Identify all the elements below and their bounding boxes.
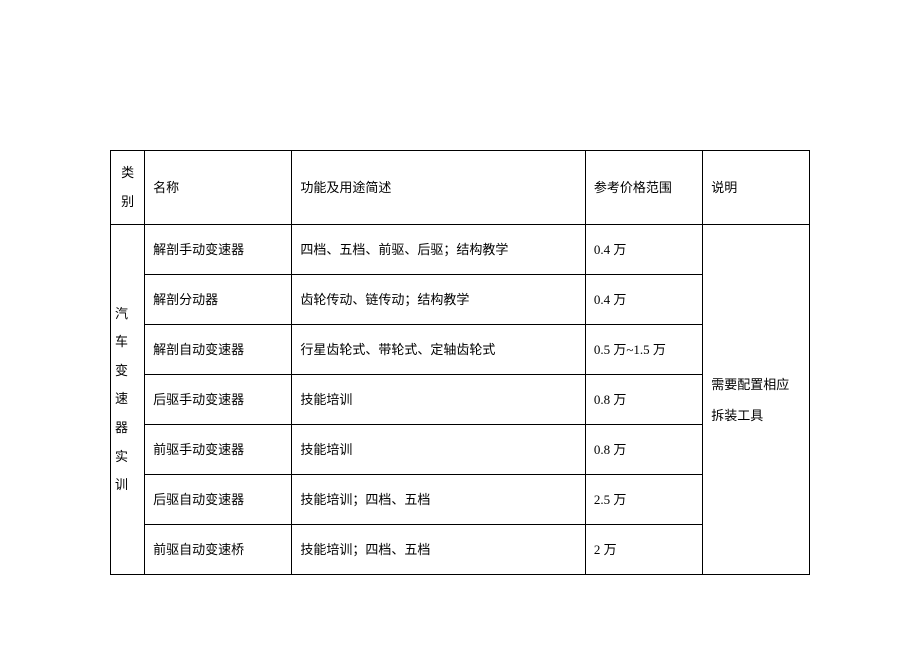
cell-price: 0.5 万~1.5 万 — [585, 325, 702, 375]
equipment-table: 类别 名称 功能及用途简述 参考价格范围 说明 汽车变速器实训 解剖手动变速器 … — [110, 150, 810, 575]
cell-desc: 齿轮传动、链传动；结构教学 — [292, 275, 585, 325]
cell-name: 解剖自动变速器 — [145, 325, 292, 375]
cell-name: 前驱手动变速器 — [145, 425, 292, 475]
cell-desc: 技能培训；四档、五档 — [292, 525, 585, 575]
cell-desc: 行星齿轮式、带轮式、定轴齿轮式 — [292, 325, 585, 375]
cell-name: 前驱自动变速桥 — [145, 525, 292, 575]
cell-price: 0.4 万 — [585, 225, 702, 275]
table-row: 汽车变速器实训 解剖手动变速器 四档、五档、前驱、后驱；结构教学 0.4 万 需… — [111, 225, 810, 275]
cell-desc: 技能培训；四档、五档 — [292, 475, 585, 525]
cell-name: 后驱自动变速器 — [145, 475, 292, 525]
cell-price: 0.8 万 — [585, 425, 702, 475]
cell-price: 0.8 万 — [585, 375, 702, 425]
header-row: 类别 名称 功能及用途简述 参考价格范围 说明 — [111, 151, 810, 225]
header-note: 说明 — [703, 151, 810, 225]
cell-price: 2 万 — [585, 525, 702, 575]
cell-desc: 四档、五档、前驱、后驱；结构教学 — [292, 225, 585, 275]
cell-name: 后驱手动变速器 — [145, 375, 292, 425]
cell-price: 2.5 万 — [585, 475, 702, 525]
cell-name: 解剖手动变速器 — [145, 225, 292, 275]
note-cell: 需要配置相应拆装工具 — [703, 225, 810, 575]
header-price: 参考价格范围 — [585, 151, 702, 225]
cell-desc: 技能培训 — [292, 425, 585, 475]
header-category-label: 类别 — [115, 159, 140, 216]
header-desc: 功能及用途简述 — [292, 151, 585, 225]
cell-price: 0.4 万 — [585, 275, 702, 325]
header-category: 类别 — [111, 151, 145, 225]
cell-desc: 技能培训 — [292, 375, 585, 425]
cell-name: 解剖分动器 — [145, 275, 292, 325]
header-name: 名称 — [145, 151, 292, 225]
category-cell: 汽车变速器实训 — [111, 225, 145, 575]
category-label: 汽车变速器实训 — [115, 300, 140, 500]
